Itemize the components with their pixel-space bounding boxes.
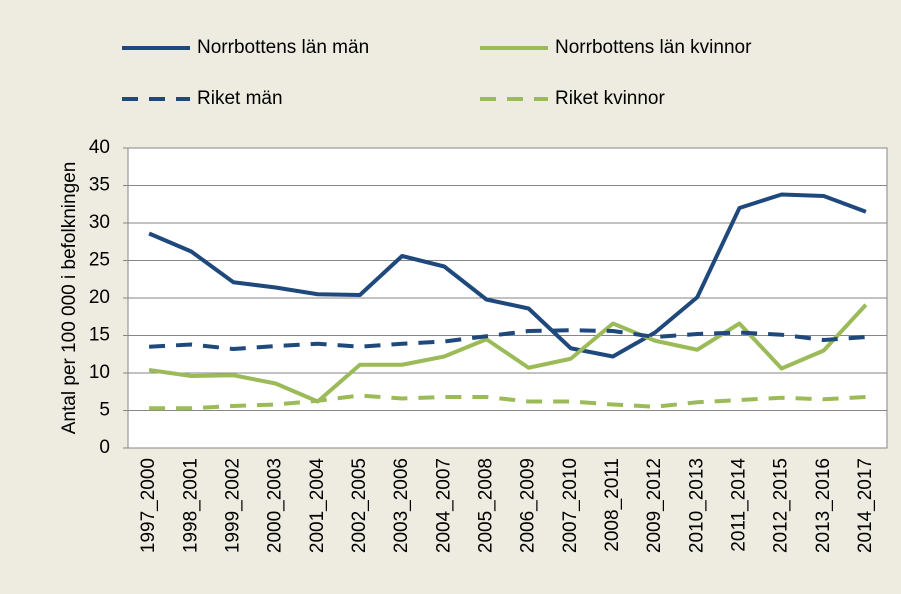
x-tick-label: 1999_2002 xyxy=(222,458,243,553)
legend-label: Riket kvinnor xyxy=(555,88,665,109)
y-axis-label: Antal per 100 000 i befolkningen xyxy=(59,162,80,435)
x-tick-label: 2004_2007 xyxy=(433,458,454,553)
x-tick-label: 2005_2008 xyxy=(475,458,496,553)
x-tick-label: 2000_2003 xyxy=(265,458,286,553)
x-tick-label: 2006_2009 xyxy=(518,458,539,553)
x-tick-label: 2010_2013 xyxy=(686,458,707,553)
y-tick-label: 10 xyxy=(89,362,110,383)
x-tick-label: 2012_2015 xyxy=(771,458,792,553)
x-tick-label: 2001_2004 xyxy=(307,458,328,554)
x-tick-label: 2007_2010 xyxy=(560,458,581,553)
legend-label: Riket män xyxy=(197,88,283,109)
x-tick-label: 2002_2005 xyxy=(349,458,370,553)
y-tick-label: 0 xyxy=(99,437,110,458)
y-tick-label: 40 xyxy=(89,137,110,158)
y-tick-label: 20 xyxy=(89,287,110,308)
series-line xyxy=(148,328,867,351)
x-tick-label: 2009_2012 xyxy=(644,458,665,553)
legend-label: Norrbottens län män xyxy=(197,37,369,58)
x-tick-label: 2003_2006 xyxy=(391,458,412,553)
x-tick-label: 2014_2017 xyxy=(855,458,876,553)
y-tick-label: 35 xyxy=(89,175,110,196)
series-line xyxy=(149,393,867,411)
y-tick-label: 25 xyxy=(89,250,110,271)
x-tick-label: 1997_2000 xyxy=(138,458,159,553)
y-tick-label: 15 xyxy=(89,325,110,346)
legend-label: Norrbottens län kvinnor xyxy=(555,37,752,58)
y-tick-label: 30 xyxy=(89,212,110,233)
x-tick-label: 2013_2016 xyxy=(813,458,834,553)
x-tick-label: 2008_2011 xyxy=(602,458,623,552)
y-tick-label: 5 xyxy=(99,400,110,421)
x-tick-label: 1998_2001 xyxy=(180,458,201,553)
series-line xyxy=(148,192,867,359)
x-tick-label: 2011_2014 xyxy=(728,458,749,552)
